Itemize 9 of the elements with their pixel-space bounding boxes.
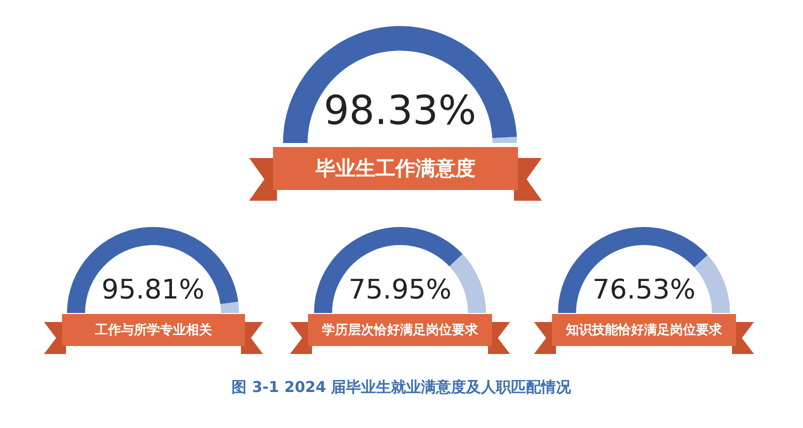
text: 工作与所学专业相关	[95, 322, 212, 339]
caption: 图 3-1 2024 届毕业生就业满意度及人职匹配情况	[230, 378, 572, 397]
text: 知识技能恰好满足岗位要求	[566, 322, 722, 339]
text: 毕业生工作满意度	[316, 155, 476, 182]
text: 学历层次恰好满足岗位要求	[322, 322, 478, 339]
data-label: 95.81%	[102, 274, 204, 306]
data-label: 76.53%	[592, 274, 696, 306]
data-label: 75.95%	[348, 274, 452, 306]
data-label: 98.33%	[324, 88, 476, 134]
